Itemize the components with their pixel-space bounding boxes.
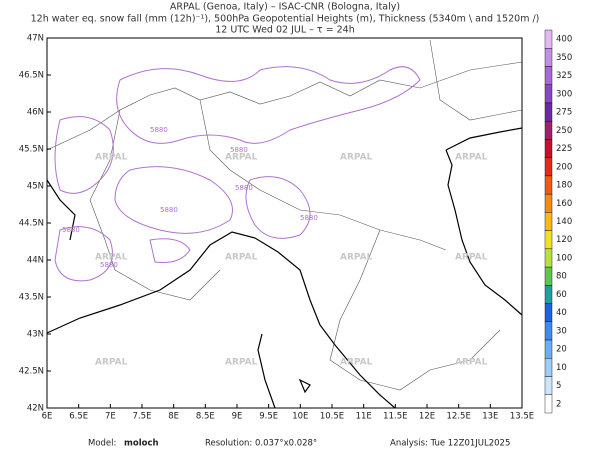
lon-label: 10E — [292, 412, 308, 422]
lon-label: 9E — [232, 412, 243, 422]
lon-label: 7.5E — [133, 412, 152, 422]
colorbar-box — [544, 339, 553, 359]
lon-label: 12.5E — [447, 412, 471, 422]
lat-label: 42N — [27, 404, 44, 414]
colorbar-label: 140 — [556, 217, 572, 227]
lat-label: 45.5N — [19, 145, 44, 155]
colorbar-label: 300 — [556, 89, 572, 99]
colorbar-label: 80 — [556, 272, 567, 282]
lat-label: 44N — [27, 256, 44, 266]
contour-label: 5880 — [100, 261, 118, 269]
lat-label: 47N — [27, 34, 44, 44]
lon-label: 8E — [168, 412, 179, 422]
lat-label: 46N — [27, 108, 44, 118]
colorbar-label: 100 — [556, 253, 572, 263]
watermark: ARPAL — [455, 358, 488, 368]
contour-label: 5880 — [230, 146, 248, 154]
lat-label: 43.5N — [19, 293, 44, 303]
colorbar-box — [544, 394, 553, 414]
colorbar-box — [544, 66, 553, 85]
colorbar-box — [544, 102, 553, 122]
colorbar-box — [544, 212, 553, 231]
colorbar-label: 200 — [556, 162, 572, 172]
watermark: ARPAL — [340, 153, 373, 163]
lon-label: 6.5E — [69, 412, 88, 422]
colorbar-box — [544, 139, 553, 158]
watermark: ARPAL — [225, 253, 258, 263]
watermark: ARPAL — [225, 153, 258, 163]
colorbar-box — [544, 120, 553, 140]
lat-label: 46.5N — [19, 71, 44, 81]
colorbar-box — [544, 248, 553, 268]
lat-label: 43N — [27, 330, 44, 340]
colorbar-box — [544, 157, 553, 177]
footer-resolution: Resolution: 0.037°x0.028° — [205, 439, 317, 449]
footer-model: moloch — [124, 439, 159, 449]
footer-analysis: Analysis: Tue 12Z01JUL2025 — [390, 439, 510, 449]
colorbar-label: 400 — [556, 35, 572, 45]
lon-label: 12E — [419, 412, 435, 422]
colorbar-box — [544, 175, 553, 195]
lat-label: 42.5N — [19, 367, 44, 377]
header-line: 12h water eq. snow fall (mm (12h)⁻¹), 50… — [31, 14, 540, 25]
colorbar-label: 5 — [556, 381, 561, 391]
lon-label: 13.5E — [510, 412, 534, 422]
watermark: ARPAL — [95, 153, 128, 163]
colorbar-label: 325 — [556, 71, 572, 81]
colorbar-box — [544, 376, 553, 395]
watermark: ARPAL — [455, 153, 488, 163]
lon-label: 8.5E — [196, 412, 215, 422]
lon-label: 6E — [42, 412, 53, 422]
colorbar-box — [544, 321, 553, 341]
lon-label: 9.5E — [259, 412, 278, 422]
colorbar-label: 160 — [556, 199, 572, 209]
watermark: ARPAL — [225, 358, 258, 368]
colorbar-label: 250 — [556, 126, 572, 136]
watermark: ARPAL — [95, 358, 128, 368]
colorbar-label: 30 — [556, 326, 567, 336]
lon-label: 7E — [105, 412, 116, 422]
contour-label: 5880 — [62, 226, 80, 234]
colorbar-box — [544, 193, 553, 213]
colorbar-label: 275 — [556, 108, 572, 118]
colorbar-box — [544, 230, 553, 250]
colorbar-box — [544, 48, 553, 67]
colorbar-label: 180 — [556, 181, 572, 191]
watermark: ARPAL — [455, 253, 488, 263]
map — [46, 37, 523, 409]
watermark: ARPAL — [340, 358, 373, 368]
colorbar-label: 2 — [556, 399, 561, 409]
colorbar-label: 60 — [556, 290, 567, 300]
lat-label: 44.5N — [19, 219, 44, 229]
contour-label: 5880 — [235, 184, 253, 192]
lat-label: 45N — [27, 182, 44, 192]
colorbar-label: 10 — [556, 363, 567, 373]
colorbar-box — [544, 29, 553, 49]
lon-label: 10.5E — [320, 412, 344, 422]
watermark: ARPAL — [95, 253, 128, 263]
contour-label: 5880 — [300, 214, 318, 222]
colorbar-box — [544, 266, 553, 286]
header-line: ARPAL (Genoa, Italy) – ISAC-CNR (Bologna… — [170, 2, 400, 13]
contour-label: 5880 — [150, 126, 168, 134]
colorbar-label: 40 — [556, 308, 567, 318]
contour-label: 5880 — [160, 206, 178, 214]
footer-label: Model: — [88, 439, 116, 449]
colorbar-label: 20 — [556, 345, 567, 355]
colorbar-box — [544, 303, 553, 323]
colorbar-label: 225 — [556, 144, 572, 154]
lon-label: 11.5E — [383, 412, 407, 422]
colorbar-label: 120 — [556, 235, 572, 245]
colorbar-label: 350 — [556, 53, 572, 63]
colorbar-box — [544, 358, 553, 377]
header-line: 12 UTC Wed 02 JUL – τ = 24h — [215, 25, 354, 36]
colorbar-box — [544, 285, 553, 304]
colorbar-box — [544, 84, 553, 104]
lon-label: 13E — [482, 412, 498, 422]
lon-label: 11E — [356, 412, 372, 422]
watermark: ARPAL — [340, 253, 373, 263]
